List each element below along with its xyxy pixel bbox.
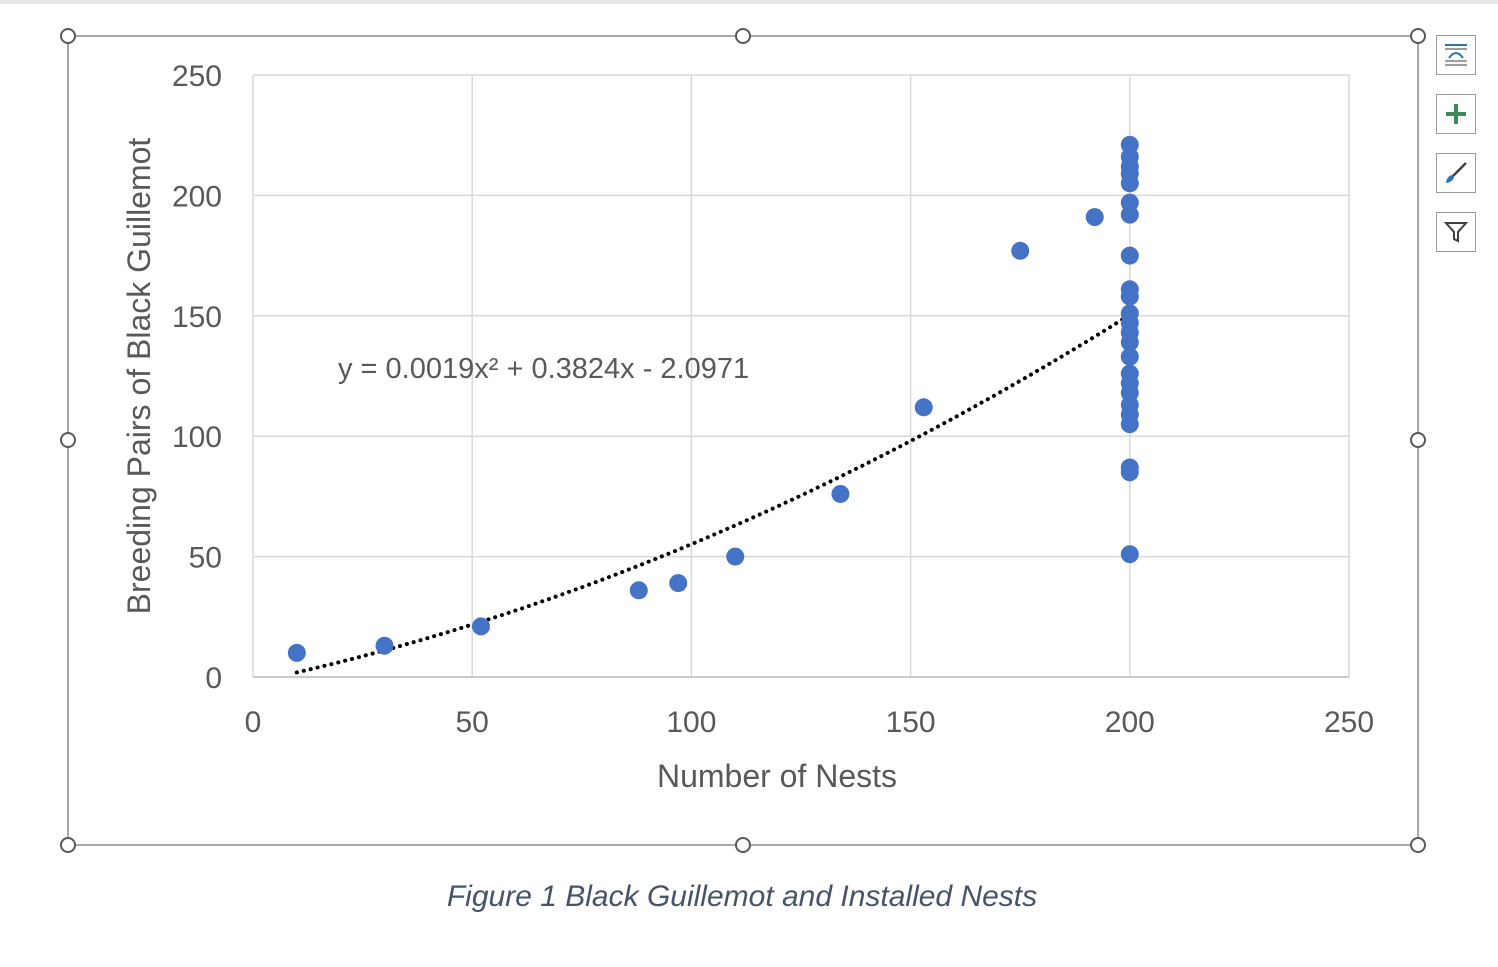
figure-caption: Figure 1 Black Guillemot and Installed N… — [446, 880, 1038, 913]
x-tick-label-2: 100 — [666, 706, 716, 739]
y-axis-title[interactable]: Breeding Pairs of Black Guillemot — [121, 138, 157, 615]
resize-handle-6[interactable] — [735, 837, 751, 853]
data-point-24[interactable] — [1120, 347, 1139, 366]
y-tick-label-5: 250 — [172, 60, 222, 93]
resize-handle-1[interactable] — [735, 28, 751, 44]
resize-handle-7[interactable] — [1410, 837, 1426, 853]
data-point-2[interactable] — [471, 617, 490, 636]
data-point-32[interactable] — [1120, 463, 1139, 482]
data-point-5[interactable] — [726, 547, 745, 566]
document-top-rule — [0, 0, 1498, 4]
trendline[interactable] — [294, 312, 1132, 675]
filter-icon — [1443, 222, 1469, 243]
data-point-6[interactable] — [831, 484, 850, 503]
data-point-4[interactable] — [669, 574, 688, 593]
data-point-3[interactable] — [629, 581, 648, 600]
x-tick-labels: 0 50 100 150 200 250 — [245, 706, 1374, 739]
trendline-group — [294, 312, 1132, 675]
x-tick-label-5: 250 — [1324, 706, 1374, 739]
y-tick-label-2: 100 — [172, 421, 222, 454]
layout-options-button[interactable] — [1436, 35, 1476, 75]
plus-icon — [1446, 104, 1466, 124]
data-point-9[interactable] — [1085, 208, 1104, 227]
chart-elements-button[interactable] — [1436, 94, 1476, 134]
y-tick-label-0: 0 — [205, 662, 222, 695]
data-points — [287, 135, 1139, 662]
chart-styles-button[interactable] — [1436, 153, 1476, 193]
y-tick-label-4: 200 — [172, 180, 222, 213]
data-point-16[interactable] — [1120, 205, 1139, 224]
data-point-33[interactable] — [1120, 545, 1139, 564]
data-point-30[interactable] — [1120, 415, 1139, 434]
resize-handles — [60, 28, 1426, 853]
chart-area-border — [67, 35, 1419, 846]
y-tick-label-3: 150 — [172, 301, 222, 334]
data-point-17[interactable] — [1120, 246, 1139, 265]
resize-handle-3[interactable] — [60, 432, 76, 448]
resize-handle-5[interactable] — [60, 837, 76, 853]
data-point-0[interactable] — [287, 643, 306, 662]
x-tick-label-4: 200 — [1105, 706, 1155, 739]
data-point-8[interactable] — [1011, 241, 1030, 260]
data-point-1[interactable] — [375, 636, 394, 655]
data-point-14[interactable] — [1120, 174, 1139, 193]
data-point-23[interactable] — [1120, 333, 1139, 352]
x-tick-label-1: 50 — [456, 706, 489, 739]
y-tick-labels: 0 50 100 150 200 250 — [172, 60, 222, 695]
resize-handle-4[interactable] — [1410, 432, 1426, 448]
x-tick-label-3: 150 — [886, 706, 936, 739]
x-tick-label-0: 0 — [245, 706, 262, 739]
resize-handle-2[interactable] — [1410, 28, 1426, 44]
paintbrush-icon — [1446, 162, 1467, 183]
chart-filters-button[interactable] — [1436, 212, 1476, 252]
x-axis-title[interactable]: Number of Nests — [657, 758, 897, 794]
data-point-7[interactable] — [914, 398, 933, 417]
resize-handle-0[interactable] — [60, 28, 76, 44]
layout-options-icon — [1445, 44, 1467, 66]
y-tick-label-1: 50 — [189, 542, 222, 575]
data-point-19[interactable] — [1120, 287, 1139, 306]
chart-side-toolbar — [1436, 35, 1480, 271]
trendline-equation-label[interactable]: y = 0.0019x² + 0.3824x - 2.0971 — [338, 353, 749, 385]
